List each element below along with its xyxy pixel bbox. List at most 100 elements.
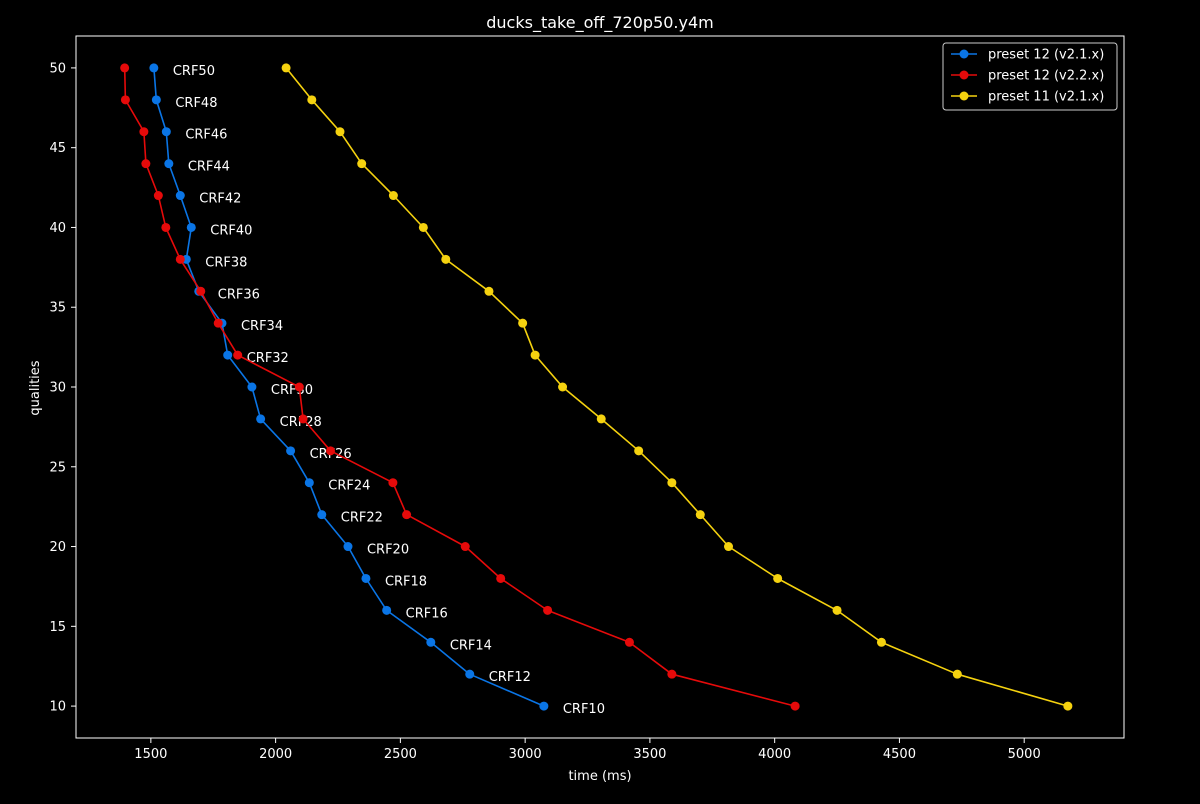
data-point	[596, 414, 606, 424]
data-point-label: CRF32	[247, 351, 289, 366]
y-tick-label: 30	[49, 381, 66, 396]
data-point	[773, 573, 783, 583]
data-point	[695, 510, 705, 520]
x-tick-label: 5000	[1008, 747, 1041, 762]
data-point	[530, 350, 540, 360]
data-point	[164, 159, 174, 169]
data-point-label: CRF48	[175, 96, 217, 111]
y-tick-label: 15	[49, 620, 66, 635]
data-point	[294, 382, 304, 392]
legend-item: preset 12 (v2.1.x)	[951, 48, 1104, 63]
legend-box	[942, 42, 1118, 111]
data-point	[724, 542, 734, 552]
data-point	[196, 286, 206, 296]
data-point-label: CRF46	[185, 128, 227, 143]
data-point	[667, 669, 677, 679]
data-point	[175, 191, 185, 201]
data-point	[223, 350, 233, 360]
legend-item: preset 12 (v2.2.x)	[951, 69, 1104, 84]
data-point	[151, 95, 161, 105]
data-point	[175, 254, 185, 264]
data-point	[832, 605, 842, 615]
legend-label: preset 12 (v2.1.x)	[988, 48, 1104, 63]
data-point	[139, 127, 149, 137]
x-tick-label: 3000	[509, 747, 542, 762]
x-axis: 1500 2000 2500 3000 3500 4000 4500 5000	[134, 738, 1041, 762]
data-point	[357, 159, 367, 169]
data-point	[460, 542, 470, 552]
data-point-label: CRF16	[406, 606, 448, 621]
data-point	[213, 318, 223, 328]
data-point	[518, 318, 528, 328]
data-point	[543, 605, 553, 615]
data-point-label: CRF42	[199, 192, 241, 207]
data-point	[247, 382, 257, 392]
data-point	[256, 414, 266, 424]
data-point	[667, 478, 677, 488]
data-point-label: CRF22	[341, 511, 383, 526]
data-point	[1063, 701, 1073, 711]
data-point	[317, 510, 327, 520]
data-point-label: CRF50	[173, 64, 215, 79]
data-point-label: CRF18	[385, 574, 427, 589]
data-point	[496, 573, 506, 583]
data-point	[361, 573, 371, 583]
y-tick-label: 45	[49, 141, 66, 156]
series-layer: CRF10 CRF12 CRF14 CRF16 CRF18 CRF20 CRF22 CRF24…	[120, 63, 1073, 717]
data-point	[402, 510, 412, 520]
data-point	[304, 478, 314, 488]
data-point	[149, 63, 159, 73]
data-point-label: CRF34	[241, 319, 283, 334]
data-point-label: CRF10	[563, 702, 605, 717]
data-point	[286, 446, 296, 456]
x-tick-label: 1500	[134, 747, 167, 762]
x-axis-label: time (ms)	[568, 769, 631, 784]
legend-item: preset 11 (v2.1.x)	[951, 90, 1104, 105]
data-point	[388, 478, 398, 488]
data-point	[161, 127, 171, 137]
y-tick-label: 50	[49, 61, 66, 76]
data-point	[539, 701, 549, 711]
data-point-label: CRF12	[489, 670, 531, 685]
x-tick-label: 3500	[633, 747, 666, 762]
data-point	[484, 286, 494, 296]
data-point	[335, 127, 345, 137]
legend-marker	[959, 49, 969, 59]
data-point	[388, 191, 398, 201]
legend: preset 12 (v2.1.x) preset 12 (v2.2.x) pres…	[942, 42, 1118, 111]
chart-title: ducks_take_off_720p50.y4m	[486, 13, 714, 33]
data-point-label: CRF36	[218, 287, 260, 302]
data-point	[186, 222, 196, 232]
data-point	[558, 382, 568, 392]
x-tick-label: 2500	[384, 747, 417, 762]
data-point	[876, 637, 886, 647]
data-point	[233, 350, 243, 360]
x-tick-label: 2000	[259, 747, 292, 762]
data-point-label: CRF24	[328, 479, 370, 494]
data-point	[634, 446, 644, 456]
data-point-label: CRF44	[188, 160, 230, 175]
data-point	[441, 254, 451, 264]
x-tick-label: 4000	[758, 747, 791, 762]
data-point	[153, 191, 163, 201]
legend-label: preset 12 (v2.2.x)	[988, 69, 1104, 84]
data-point-label: CRF14	[450, 638, 492, 653]
series-3	[281, 63, 1073, 711]
data-point-label: CRF30	[271, 383, 313, 398]
data-point	[120, 63, 130, 73]
x-tick-label: 4500	[883, 747, 916, 762]
data-point	[382, 605, 392, 615]
y-tick-label: 40	[49, 221, 66, 236]
data-point-label: CRF40	[210, 223, 252, 238]
data-point-label: CRF20	[367, 543, 409, 558]
legend-label: preset 11 (v2.1.x)	[988, 90, 1104, 105]
data-point	[465, 669, 475, 679]
data-point-label: CRF38	[205, 255, 247, 270]
y-tick-label: 20	[49, 540, 66, 555]
y-axis-label: qualities	[28, 360, 43, 415]
legend-marker	[959, 91, 969, 101]
y-axis: 10 15 20 25 30 35 40 45 50	[49, 61, 76, 715]
